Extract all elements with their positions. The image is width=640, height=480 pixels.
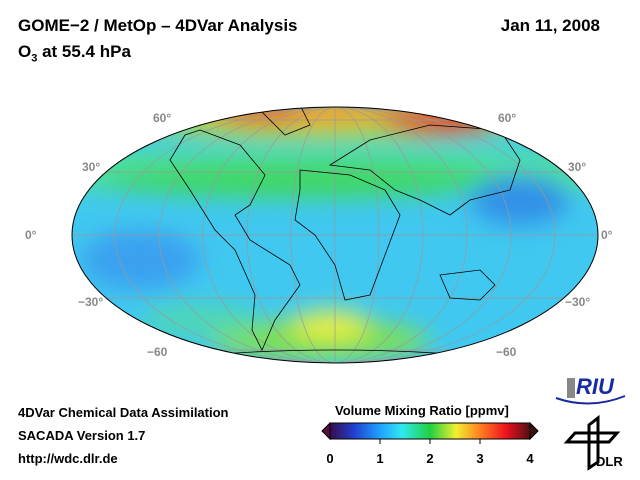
- lat-label-left-m30: −30°: [78, 295, 104, 309]
- chart-subtitle: O3 at 55.4 hPa: [18, 42, 131, 64]
- lat-label-right-30: 30°: [568, 160, 587, 174]
- colorbar-tick-0: 0: [326, 451, 334, 466]
- dlr-logo: DLR: [563, 414, 623, 471]
- lat-label-right-m30: −30°: [565, 295, 591, 309]
- riu-logo: RIU: [555, 374, 626, 405]
- map-border: [71, 106, 599, 364]
- svg-text:RIU: RIU: [576, 374, 615, 399]
- svg-text:DLR: DLR: [596, 454, 623, 469]
- species: O: [18, 42, 32, 61]
- lat-label-left-m60: −60: [147, 345, 168, 359]
- colorbar-tick-1: 1: [376, 451, 384, 466]
- ozone-field: [72, 107, 598, 363]
- footer-link[interactable]: http://wdc.dlr.de: [18, 451, 118, 466]
- lat-label-right-60: 60°: [498, 111, 517, 125]
- colorbar-tick-2: 2: [426, 451, 434, 466]
- lat-label-left-60: 60°: [153, 111, 172, 125]
- footer-line-1: 4DVar Chemical Data Assimilation: [18, 405, 229, 420]
- chart-title: GOME−2 / MetOp – 4DVar Analysis: [18, 16, 298, 35]
- footer-line-2: SACADA Version 1.7: [18, 428, 146, 443]
- lat-label-left-0: 0°: [25, 228, 37, 242]
- lat-label-right-m60: −60: [496, 345, 517, 359]
- date-label: Jan 11, 2008: [500, 16, 600, 35]
- pressure-level: at 55.4 hPa: [37, 42, 131, 61]
- colorbar-tick-3: 3: [476, 451, 484, 466]
- coastlines: [149, 107, 521, 361]
- colorbar-title: Volume Mixing Ratio [ppmv]: [335, 403, 509, 418]
- colorbar-tick-4: 4: [526, 451, 534, 466]
- lat-label-left-30: 30°: [82, 160, 101, 174]
- species-subscript: 3: [31, 52, 38, 65]
- colorbar: [321, 421, 539, 444]
- lat-label-right-0: 0°: [601, 228, 613, 242]
